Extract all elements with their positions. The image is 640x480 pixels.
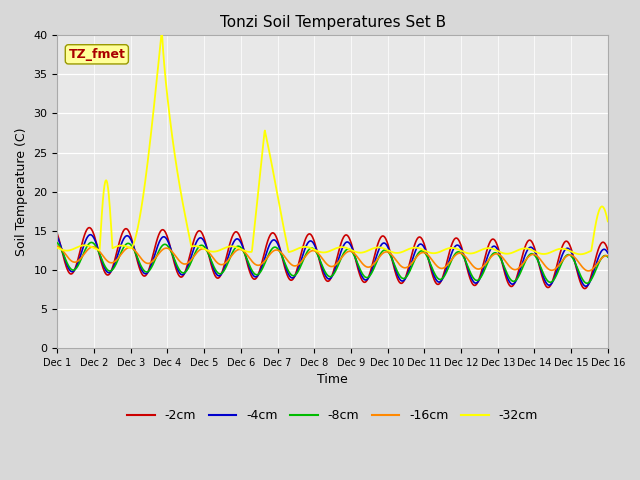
Y-axis label: Soil Temperature (C): Soil Temperature (C) bbox=[15, 127, 28, 256]
Title: Tonzi Soil Temperatures Set B: Tonzi Soil Temperatures Set B bbox=[220, 15, 445, 30]
X-axis label: Time: Time bbox=[317, 373, 348, 386]
Text: TZ_fmet: TZ_fmet bbox=[68, 48, 125, 61]
Legend: -2cm, -4cm, -8cm, -16cm, -32cm: -2cm, -4cm, -8cm, -16cm, -32cm bbox=[122, 404, 543, 427]
